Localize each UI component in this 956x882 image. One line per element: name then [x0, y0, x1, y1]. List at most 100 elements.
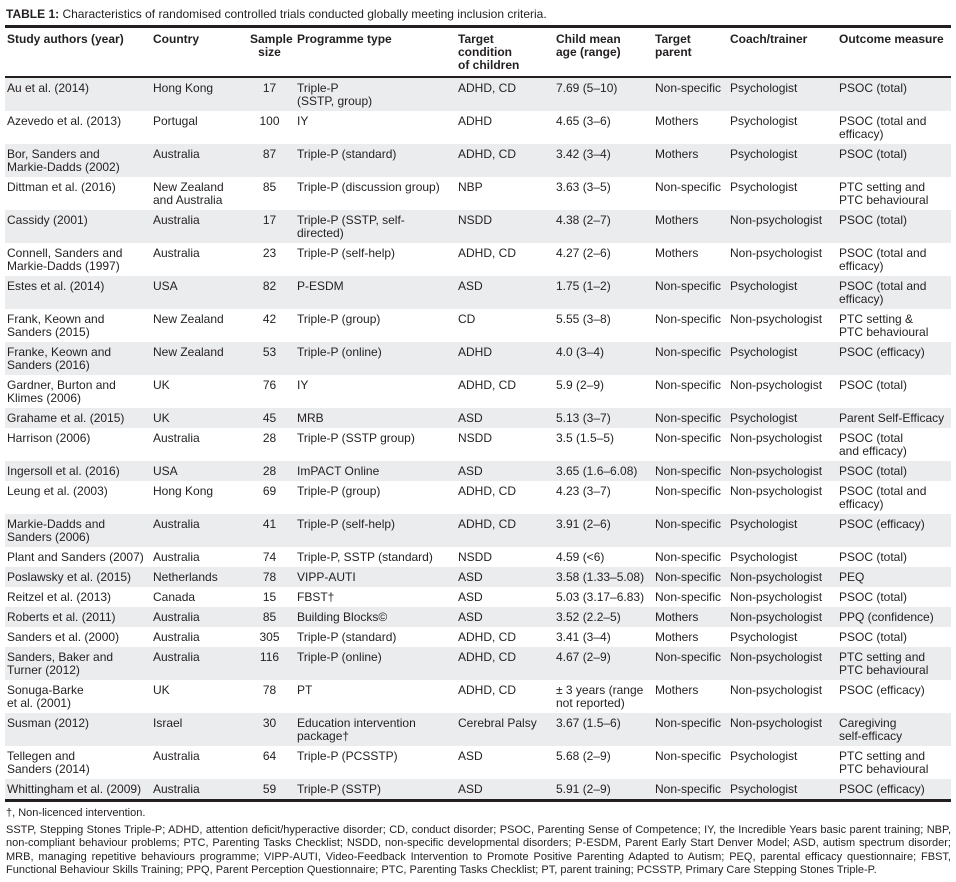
table-cell: Hong Kong — [153, 484, 214, 498]
table-cell: 305 — [259, 630, 280, 644]
table-cell: Poslawsky et al. (2015) — [7, 570, 132, 584]
table-cell: Psychologist — [730, 147, 798, 161]
table-cell: 4.0 (3–4) — [556, 345, 605, 359]
table-cell: MRB — [297, 411, 324, 425]
table-cell: Non-specific — [655, 464, 722, 478]
table-cell: ASD — [458, 749, 483, 763]
table-cell: Non-specific — [655, 517, 722, 531]
table-cell: Non-psychologist — [730, 650, 823, 664]
table-cell: 3.5 (1.5–5) — [556, 431, 615, 445]
table-cell: Cassidy (2001) — [7, 213, 88, 227]
table-cell: UK — [153, 378, 170, 392]
table-cell: Non-specific — [655, 716, 722, 730]
table-cell: 3.52 (2.2–5) — [556, 610, 621, 624]
table-cell: 76 — [262, 378, 277, 392]
table-cell: Triple-P (SSTP group) — [297, 431, 415, 445]
table-row: Grahame et al. (2015) UK 45 MRB ASD 5.13 (3–7… — [5, 408, 951, 428]
table-cell: 45 — [262, 411, 277, 425]
table-cell: ADHD — [458, 345, 493, 359]
table-cell: Mothers — [655, 246, 699, 260]
table-cell: Non-specific — [655, 590, 722, 604]
table-cell: Mothers — [655, 147, 699, 161]
table-row: Estes et al. (2014) USA 82 P-ESDM ASD 1.75 (1… — [5, 276, 951, 309]
table-cell: ASD — [458, 570, 483, 584]
table-cell: Non-psychologist — [730, 213, 823, 227]
table-cell: 4.23 (3–7) — [556, 484, 611, 498]
table-cell: Non-specific — [655, 345, 722, 359]
table-cell: Mothers — [655, 630, 699, 644]
table-cell: 74 — [262, 550, 277, 564]
table-cell: PT — [297, 683, 313, 697]
table-cell: Susman (2012) — [7, 716, 90, 730]
table-cell: Non-specific — [655, 650, 722, 664]
table-cell: PSOC (efficacy) — [839, 517, 925, 531]
table-cell: 3.41 (3–4) — [556, 630, 611, 644]
table-cell: Australia — [153, 782, 200, 796]
table-title: TABLE 1: Characteristics of randomised c… — [5, 6, 951, 28]
table-cell: Non-psychologist — [730, 464, 823, 478]
table-cell: PSOC (efficacy) — [839, 782, 925, 796]
table-cell: Non-psychologist — [730, 246, 823, 260]
table-cell: 69 — [262, 484, 277, 498]
table-row: Gardner, Burton and Klimes (2006) UK 76 IY A… — [5, 375, 951, 408]
table-cell: Franke, Keown and Sanders (2016) — [7, 345, 112, 372]
table-cell: PSOC (total) — [839, 464, 908, 478]
table-row: Susman (2012) Israel 30 Education intervent… — [5, 713, 951, 746]
table-cell: ADHD, CD — [458, 246, 517, 260]
table-cell: Mothers — [655, 610, 699, 624]
table-cell: PSOC (total) — [839, 630, 908, 644]
table-cell: Australia — [153, 550, 200, 564]
table-cell: Markie-Dadds and Sanders (2006) — [7, 517, 106, 544]
table-cell: PSOC (total and efficacy) — [839, 279, 927, 306]
column-header-outcome-measure: Outcome measure — [837, 28, 951, 78]
table-cell: 78 — [262, 683, 277, 697]
table-cell: Psychologist — [730, 180, 798, 194]
table-cell: 3.65 (1.6–6.08) — [556, 464, 638, 478]
table-cell: PSOC (total and efficacy) — [839, 114, 927, 141]
table-cell: PSOC (total) — [839, 81, 908, 95]
table-cell: Non-specific — [655, 550, 722, 564]
column-header-programme-type: Programme type — [295, 28, 456, 78]
table-cell: Psychologist — [730, 782, 798, 796]
footnote-dagger: †, Non-licenced intervention. — [6, 807, 146, 819]
table-cell: Triple-P (SSTP) — [297, 782, 382, 796]
table-row: Au et al. (2014) Hong Kong 17 Triple-P (SST… — [5, 77, 951, 111]
table-row: Leung et al. (2003) Hong Kong 69 Triple-P (… — [5, 481, 951, 514]
table-cell: Triple-P (self-help) — [297, 517, 396, 531]
table-row: Azevedo et al. (2013) Portugal 100 IY ADHD 4.… — [5, 111, 951, 144]
table-cell: Non-psychologist — [730, 683, 823, 697]
table-cell: 4.59 (<6) — [556, 550, 605, 564]
table-cell: Non-psychologist — [730, 610, 823, 624]
table-cell: Triple-P (self-help) — [297, 246, 396, 260]
table-cell: New Zealand — [153, 312, 224, 326]
table-cell: 17 — [262, 81, 277, 95]
table-cell: 3.58 (1.33–5.08) — [556, 570, 645, 584]
column-header-target-condition: Target condition of children — [456, 28, 554, 78]
table-cell: Non-psychologist — [730, 570, 823, 584]
table-cell: PSOC (efficacy) — [839, 345, 925, 359]
table-header: Study authors (year) Country Sample size… — [5, 28, 951, 78]
table-cell: Non-specific — [655, 411, 722, 425]
table-cell: 42 — [262, 312, 277, 326]
table-cell: Non-specific — [655, 782, 722, 796]
table-cell: Non-psychologist — [730, 378, 823, 392]
table-cell: Bor, Sanders and Markie-Dadds (2002) — [7, 147, 120, 174]
table-cell: IY — [297, 114, 309, 128]
table-cell: Australia — [153, 630, 200, 644]
table-cell: Australia — [153, 246, 200, 260]
table-cell: Roberts et al. (2011) — [7, 610, 116, 624]
table-cell: Triple-P (online) — [297, 650, 382, 664]
table-row: Poslawsky et al. (2015) Netherlands 78 VIPP… — [5, 567, 951, 587]
table-cell: Non-specific — [655, 570, 722, 584]
table-cell: NBP — [458, 180, 483, 194]
table-cell: Triple-P (group) — [297, 312, 381, 326]
table-cell: Sonuga-Barke et al. (2001) — [7, 683, 84, 710]
table-cell: ADHD, CD — [458, 81, 517, 95]
table-cell: Frank, Keown and Sanders (2015) — [7, 312, 105, 339]
table-cell: P-ESDM — [297, 279, 344, 293]
table-cell: USA — [153, 279, 178, 293]
table-cell: Ingersoll et al. (2016) — [7, 464, 120, 478]
table-cell: ADHD, CD — [458, 517, 517, 531]
table-cell: Harrison (2006) — [7, 431, 91, 445]
table-title-text: Characteristics of randomised controlled… — [59, 7, 547, 21]
